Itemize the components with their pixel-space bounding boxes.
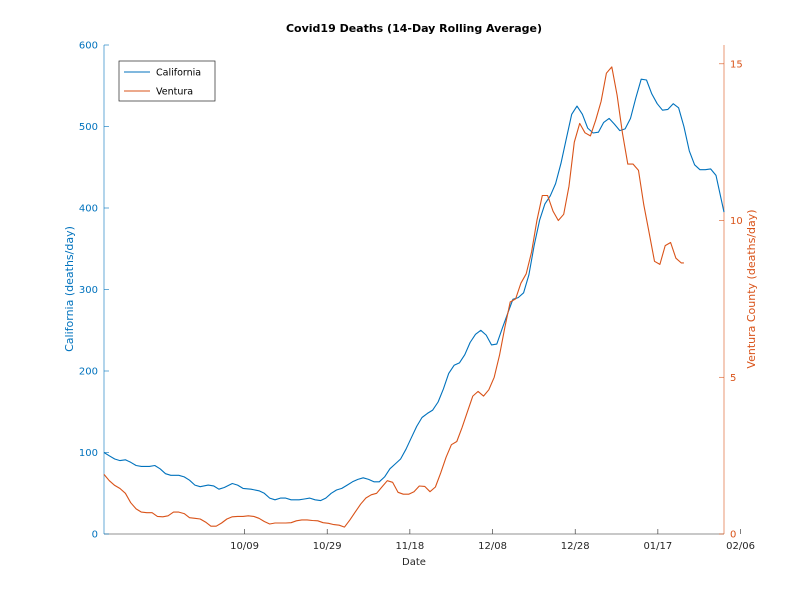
x-tick-label-02/06: 02/06 [726, 541, 755, 552]
series-line-california [103, 78, 725, 502]
left-tick-label-400: 400 [79, 204, 98, 215]
legend-box [118, 60, 216, 102]
series-line-ventura [103, 66, 684, 528]
left-tick-label-200: 200 [79, 367, 98, 378]
left-axis-label: California (deaths/day) [63, 226, 76, 352]
legend-label-california: California [156, 68, 201, 79]
x-tick-label-11/18: 11/18 [395, 541, 424, 552]
left-tick-label-300: 300 [79, 285, 98, 296]
x-tick-label-10/29: 10/29 [313, 541, 342, 552]
x-tick-label-01/17: 01/17 [643, 541, 672, 552]
right-tick-label-0: 0 [730, 530, 736, 541]
left-tick-label-500: 500 [79, 122, 98, 133]
left-tick-label-0: 0 [92, 530, 98, 541]
right-tick-label-10: 10 [730, 216, 743, 227]
left-tick-label-100: 100 [79, 448, 98, 459]
x-tick-label-12/28: 12/28 [561, 541, 590, 552]
right-tick-label-15: 15 [730, 59, 743, 70]
left-tick-label-600: 600 [79, 41, 98, 52]
legend: California Ventura [118, 60, 216, 102]
x-axis-label: Date [402, 557, 426, 568]
x-tick-label-12/08: 12/08 [478, 541, 507, 552]
right-tick-label-5: 5 [730, 373, 736, 384]
plot-area: 0 100 200 300 400 500 600 0 5 10 15 10/09 10/29 11/18… [79, 41, 755, 553]
chart-title: Covid19 Deaths (14-Day Rolling Average) [286, 22, 542, 35]
legend-label-ventura: Ventura [156, 87, 193, 98]
right-axis-label: Ventura County (deaths/day) [745, 209, 758, 368]
x-tick-label-10/09: 10/09 [230, 541, 259, 552]
